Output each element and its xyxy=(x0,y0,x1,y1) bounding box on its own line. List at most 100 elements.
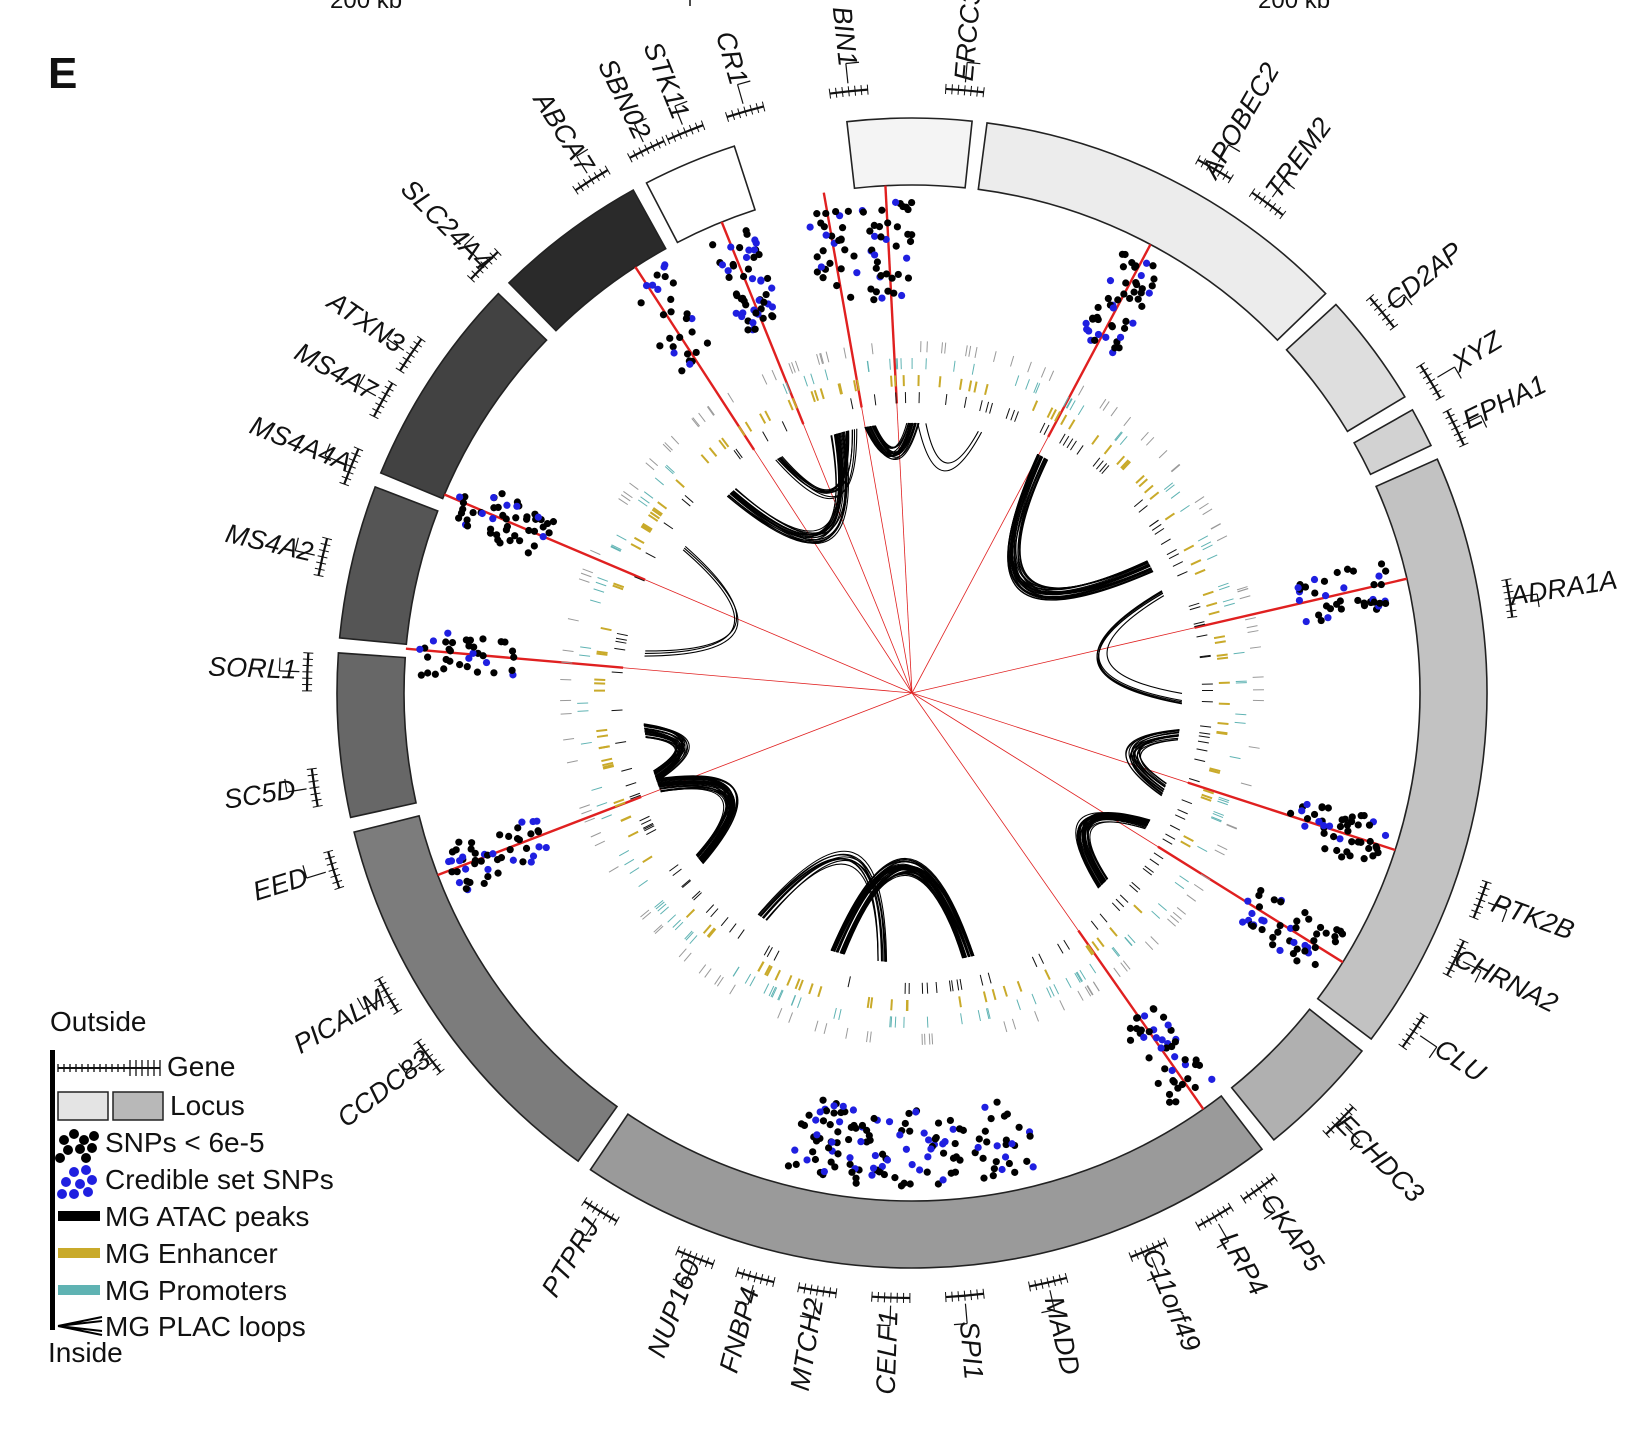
gene-arrow-head xyxy=(735,1300,749,1306)
snp-point xyxy=(893,223,901,231)
snp-point xyxy=(1320,829,1328,837)
snp-point xyxy=(1354,821,1362,829)
peak-mark xyxy=(566,760,578,764)
peak-mark xyxy=(579,804,591,809)
gene-exon-tick xyxy=(1326,1125,1335,1134)
gene-exon-tick xyxy=(1052,1276,1056,1287)
snp-point xyxy=(522,844,531,852)
plac-loop xyxy=(1011,455,1151,595)
gene-label-cd2ap: CD2AP xyxy=(1379,236,1468,316)
peak-mark xyxy=(705,904,715,914)
locus-light-swatch xyxy=(57,1091,109,1121)
credible-snp xyxy=(768,303,777,311)
snp-point xyxy=(1168,1042,1176,1051)
gene-arrow-stem xyxy=(295,550,315,556)
credible-snp xyxy=(670,349,678,357)
snp-point xyxy=(501,638,509,646)
snp-glyph-dot xyxy=(87,1143,97,1153)
peak-mark xyxy=(618,498,629,506)
gene-exon-tick xyxy=(1405,1033,1415,1040)
credible-snp xyxy=(686,360,694,368)
gene-exon-tick xyxy=(1128,1252,1134,1262)
peak-mark xyxy=(1044,969,1051,981)
peak-mark xyxy=(596,728,608,733)
credible-snp xyxy=(1145,289,1153,297)
peak-mark xyxy=(1114,431,1122,441)
locus-segment-5 xyxy=(1230,1008,1364,1141)
peak-mark xyxy=(1226,823,1238,829)
snp-point xyxy=(1331,938,1340,946)
gene-exon-tick xyxy=(1451,425,1461,431)
legend-label-credible: Credible set SNPs xyxy=(105,1164,334,1195)
snp-point xyxy=(1333,568,1341,577)
peak-mark xyxy=(895,392,897,404)
peak-mark xyxy=(1120,962,1128,972)
peak-mark xyxy=(1077,385,1085,396)
plac-loop xyxy=(867,422,920,460)
peak-mark xyxy=(869,1031,872,1043)
peak-mark xyxy=(1236,586,1248,591)
peak-mark xyxy=(637,499,648,507)
peak-mark xyxy=(590,599,601,604)
snp-point xyxy=(934,1180,942,1188)
gene-label-xyz: XYZ xyxy=(1446,324,1509,378)
snp-point xyxy=(527,830,535,838)
peak-mark xyxy=(684,494,694,503)
peak-mark xyxy=(1142,867,1153,876)
peak-mark xyxy=(1135,474,1145,484)
gene-arrow-head xyxy=(284,778,288,793)
gene-exon-tick xyxy=(308,780,319,783)
snp-point xyxy=(1145,1054,1153,1062)
plac-loop xyxy=(645,545,738,652)
peak-mark xyxy=(1063,939,1070,950)
snp-point xyxy=(934,1119,943,1127)
peak-mark xyxy=(1090,920,1099,930)
snp-point xyxy=(769,313,777,321)
plac-loop xyxy=(644,549,736,655)
peak-mark xyxy=(1102,401,1110,411)
credible-snp xyxy=(534,513,542,521)
peak-mark xyxy=(935,981,938,994)
snp-point xyxy=(1150,275,1158,283)
snp-point xyxy=(1336,927,1345,935)
peak-mark xyxy=(819,353,824,365)
gene-arrow-head xyxy=(1146,1275,1160,1282)
gene-exon-tick xyxy=(710,1259,716,1270)
gene-label-mtch2: MTCH2 xyxy=(785,1296,829,1393)
peak-mark xyxy=(616,534,627,541)
snp-point xyxy=(1311,589,1319,597)
snp-point xyxy=(1165,1090,1174,1099)
peak-mark xyxy=(698,964,707,974)
peak-mark xyxy=(1050,409,1057,420)
gene-exon-tick xyxy=(341,475,352,481)
snp-point xyxy=(539,523,547,531)
peak-mark xyxy=(1165,833,1176,840)
plac-loop xyxy=(731,434,840,536)
credible-snp xyxy=(817,263,825,271)
snp-point xyxy=(453,868,461,876)
peak-mark xyxy=(987,1007,991,1019)
gene-exon-tick xyxy=(681,1248,686,1258)
peak-mark xyxy=(824,369,829,381)
snp-point xyxy=(877,233,885,241)
peak-mark xyxy=(1049,986,1055,997)
peak-mark xyxy=(642,822,654,829)
legend: Outside Inside Gene Locus SNPs < 6e-5 Cr… xyxy=(48,1006,334,1368)
snp-point xyxy=(875,223,884,231)
gene-exon-tick xyxy=(1422,372,1432,380)
peak-mark xyxy=(1065,977,1072,989)
peak-mark xyxy=(674,921,684,931)
snp-point xyxy=(1167,1026,1175,1034)
peak-mark xyxy=(641,819,652,825)
peak-mark xyxy=(1160,538,1171,545)
plac-loop xyxy=(734,432,843,534)
gene-exon-tick xyxy=(661,136,667,146)
gene-exon-tick xyxy=(374,976,384,982)
credible-snp xyxy=(939,1176,947,1184)
snp-point xyxy=(819,1117,828,1125)
peak-mark xyxy=(1103,444,1113,455)
gene-arrow-head xyxy=(1480,415,1488,428)
peak-mark xyxy=(1068,419,1076,430)
snp-point xyxy=(1126,1036,1135,1044)
